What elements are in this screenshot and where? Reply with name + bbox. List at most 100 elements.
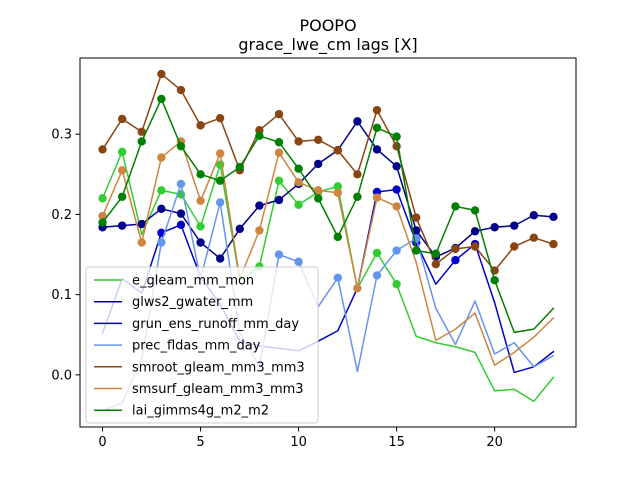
data-point-e_gleam_mm_mon-15 <box>392 280 401 289</box>
data-point-smroot_gleam_mm3_mm3-18 <box>451 244 460 254</box>
chart-title: POOPO <box>299 16 356 35</box>
data-point-smsurf_gleam_mm3_mm3-2 <box>137 238 146 247</box>
data-point-lai_gimms4g_m2_m2-15 <box>392 132 401 141</box>
chart-subtitle: grace_lwe_cm lags [X] <box>238 35 417 55</box>
data-point-lai_gimms4g_m2_m2-0 <box>98 218 107 227</box>
data-point-glws2_gwater_mm-5 <box>196 238 205 247</box>
data-point-lai_gimms4g_m2_m2-2 <box>137 137 146 146</box>
data-point-prec_fldas_mm_day-9 <box>274 250 284 259</box>
data-point-e_gleam_mm_mon-0 <box>98 194 107 203</box>
data-point-glws2_gwater_mm-21 <box>510 221 519 230</box>
data-point-e_gleam_mm_mon-3 <box>157 186 166 195</box>
data-point-e_gleam_mm_mon-1 <box>117 147 127 157</box>
data-point-lai_gimms4g_m2_m2-20 <box>490 276 499 285</box>
data-point-smroot_gleam_mm3_mm3-14 <box>372 105 382 115</box>
data-point-prec_fldas_mm_day-15 <box>392 246 401 255</box>
data-point-smroot_gleam_mm3_mm3-13 <box>353 170 362 179</box>
data-point-lai_gimms4g_m2_m2-12 <box>333 232 342 242</box>
data-point-glws2_gwater_mm-13 <box>353 117 362 126</box>
data-point-lai_gimms4g_m2_m2-9 <box>274 138 284 147</box>
y-tick-label-2: 0.2 <box>51 208 72 223</box>
data-point-prec_fldas_mm_day-12 <box>333 273 342 282</box>
data-point-smsurf_gleam_mm3_mm3-9 <box>274 148 284 157</box>
data-point-lai_gimms4g_m2_m2-16 <box>412 246 421 255</box>
data-point-glws2_gwater_mm-19 <box>470 227 480 236</box>
data-point-glws2_gwater_mm-20 <box>490 223 499 232</box>
data-point-prec_fldas_mm_day-4 <box>176 179 186 189</box>
data-point-e_gleam_mm_mon-5 <box>196 222 205 231</box>
data-point-lai_gimms4g_m2_m2-6 <box>215 176 225 185</box>
y-tick-label-3: 0.3 <box>51 128 72 143</box>
data-point-glws2_gwater_mm-23 <box>549 212 558 222</box>
data-point-glws2_gwater_mm-8 <box>255 201 264 210</box>
data-point-smroot_gleam_mm3_mm3-16 <box>412 213 421 222</box>
series-line-lai_gimms4g_m2_m2 <box>101 98 555 334</box>
data-point-glws2_gwater_mm-4 <box>176 209 186 218</box>
data-point-smroot_gleam_mm3_mm3-4 <box>176 85 186 95</box>
data-point-glws2_gwater_mm-14 <box>372 145 382 154</box>
x-tick-label-20: 20 <box>486 435 503 450</box>
data-point-glws2_gwater_mm-2 <box>137 219 146 229</box>
data-point-smsurf_gleam_mm3_mm3-11 <box>314 186 323 195</box>
data-point-lai_gimms4g_m2_m2-4 <box>176 142 186 151</box>
data-point-glws2_gwater_mm-22 <box>529 211 539 220</box>
data-point-smroot_gleam_mm3_mm3-2 <box>137 127 146 136</box>
y-tick-label-1: 0.1 <box>51 288 72 303</box>
legend-label-e_gleam_mm_mon: e_gleam_mm_mon <box>132 274 254 289</box>
data-point-smroot_gleam_mm3_mm3-3 <box>157 69 166 79</box>
data-point-smsurf_gleam_mm3_mm3-12 <box>333 188 342 197</box>
data-point-lai_gimms4g_m2_m2-10 <box>294 164 303 173</box>
data-point-smroot_gleam_mm3_mm3-19 <box>470 242 480 251</box>
data-point-smroot_gleam_mm3_mm3-5 <box>196 121 205 130</box>
legend-label-lai_gimms4g_m2_m2: lai_gimms4g_m2_m2 <box>132 404 269 419</box>
data-point-grun_ens_runoff_mm_day-15 <box>392 185 401 194</box>
data-point-prec_fldas_mm_day-3 <box>157 238 166 247</box>
data-point-smroot_gleam_mm3_mm3-12 <box>333 146 342 155</box>
data-point-smroot_gleam_mm3_mm3-15 <box>392 142 401 151</box>
data-point-smsurf_gleam_mm3_mm3-13 <box>353 284 362 293</box>
legend-label-smsurf_gleam_mm3_mm3: smsurf_gleam_mm3_mm3 <box>132 382 304 397</box>
data-point-glws2_gwater_mm-3 <box>157 204 166 214</box>
plot-area <box>98 69 558 412</box>
series-line-prec_fldas_mm_day <box>101 183 555 412</box>
data-point-lai_gimms4g_m2_m2-19 <box>470 206 480 215</box>
data-point-prec_fldas_mm_day-10 <box>294 257 303 266</box>
data-point-smsurf_gleam_mm3_mm3-3 <box>157 153 166 162</box>
data-point-glws2_gwater_mm-7 <box>235 224 244 234</box>
data-point-lai_gimms4g_m2_m2-11 <box>314 194 323 203</box>
data-point-smroot_gleam_mm3_mm3-1 <box>117 114 127 124</box>
data-point-lai_gimms4g_m2_m2-1 <box>117 192 127 201</box>
data-point-smsurf_gleam_mm3_mm3-15 <box>392 202 401 211</box>
data-point-lai_gimms4g_m2_m2-14 <box>372 123 382 132</box>
data-point-prec_fldas_mm_day-6 <box>215 198 225 207</box>
legend-label-prec_fldas_mm_day: prec_fldas_mm_day <box>132 339 261 354</box>
data-point-smroot_gleam_mm3_mm3-22 <box>529 233 539 242</box>
data-point-e_gleam_mm_mon-14 <box>372 248 382 258</box>
axes: 0 5 10 15 20 0.0 0.1 0.2 0.3 <box>51 57 577 450</box>
data-point-smsurf_gleam_mm3_mm3-8 <box>255 226 264 235</box>
data-point-smroot_gleam_mm3_mm3-17 <box>431 259 441 269</box>
data-point-lai_gimms4g_m2_m2-13 <box>353 192 362 201</box>
x-tick-label-0: 0 <box>98 435 106 450</box>
legend: e_gleam_mm_mon glws2_gwater_mm grun_ens_ru… <box>85 266 319 424</box>
axes-frame <box>79 57 577 428</box>
legend-box <box>85 266 319 424</box>
data-point-smsurf_gleam_mm3_mm3-10 <box>294 178 303 187</box>
data-point-glws2_gwater_mm-9 <box>274 195 284 205</box>
data-point-lai_gimms4g_m2_m2-18 <box>451 202 460 211</box>
data-point-smroot_gleam_mm3_mm3-10 <box>294 137 303 146</box>
data-point-glws2_gwater_mm-11 <box>314 159 323 169</box>
data-point-smsurf_gleam_mm3_mm3-1 <box>117 166 127 175</box>
x-tick-label-10: 10 <box>290 435 307 450</box>
data-point-smroot_gleam_mm3_mm3-23 <box>549 239 558 249</box>
data-point-glws2_gwater_mm-6 <box>215 254 225 263</box>
data-point-smroot_gleam_mm3_mm3-9 <box>274 109 284 119</box>
data-point-lai_gimms4g_m2_m2-3 <box>157 94 166 104</box>
data-point-smroot_gleam_mm3_mm3-11 <box>314 135 323 145</box>
data-point-smsurf_gleam_mm3_mm3-0 <box>98 211 107 221</box>
x-tick-label-5: 5 <box>196 435 204 450</box>
data-point-smroot_gleam_mm3_mm3-21 <box>510 242 519 251</box>
data-point-smroot_gleam_mm3_mm3-0 <box>98 145 107 154</box>
data-point-glws2_gwater_mm-16 <box>412 226 421 235</box>
